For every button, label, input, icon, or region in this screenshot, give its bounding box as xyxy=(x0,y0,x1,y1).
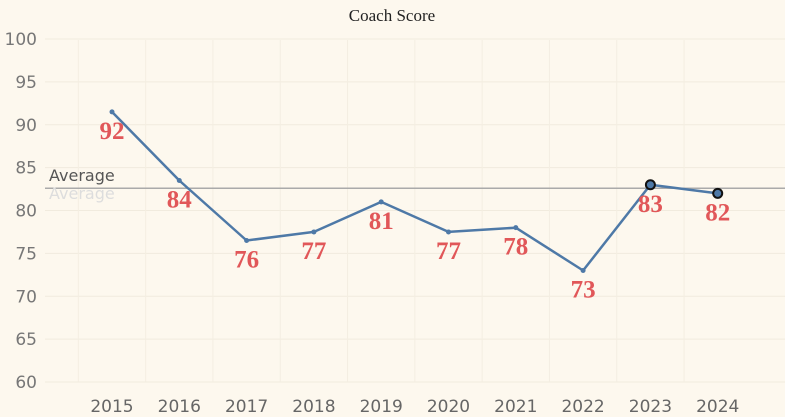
data-label: 77 xyxy=(301,238,326,265)
y-tick-label: 65 xyxy=(15,330,37,350)
data-point xyxy=(109,109,115,115)
y-tick-label: 85 xyxy=(15,159,37,179)
y-axis: 60 65 70 75 80 85 90 95 100 xyxy=(5,30,37,393)
y-tick-label: 70 xyxy=(15,287,37,307)
data-point xyxy=(580,268,586,274)
data-label: 92 xyxy=(100,118,125,145)
data-point xyxy=(712,187,724,199)
x-tick-label: 2019 xyxy=(360,397,403,417)
x-tick-label: 2021 xyxy=(494,397,537,417)
y-tick-label: 75 xyxy=(15,244,37,264)
x-tick-label: 2017 xyxy=(225,397,268,417)
series-line xyxy=(111,111,718,272)
y-tick-label: 90 xyxy=(15,116,37,136)
average-label: Average xyxy=(49,166,115,185)
data-label: 77 xyxy=(436,238,461,265)
y-tick-label: 100 xyxy=(5,30,37,50)
data-label: 81 xyxy=(369,208,394,235)
data-point xyxy=(176,177,182,183)
y-tick-label: 95 xyxy=(15,73,37,93)
average-label-ghost: Average xyxy=(49,184,115,203)
x-axis: 2015 2016 2017 2018 2019 2020 2021 2022 2023 2024 xyxy=(90,397,739,417)
series-layer xyxy=(109,109,724,274)
data-point xyxy=(513,225,519,231)
x-tick-label: 2016 xyxy=(158,397,201,417)
chart-title: Coach Score xyxy=(349,6,435,25)
data-label: 76 xyxy=(234,247,259,274)
data-point xyxy=(378,199,384,205)
data-point xyxy=(644,179,656,191)
x-tick-label: 2018 xyxy=(292,397,335,417)
data-label: 73 xyxy=(571,277,596,304)
data-point xyxy=(244,238,250,244)
data-point xyxy=(311,229,317,235)
data-point xyxy=(446,229,451,235)
data-label: 84 xyxy=(167,186,193,213)
x-tick-label: 2015 xyxy=(90,397,133,417)
x-tick-label: 2023 xyxy=(629,397,672,417)
y-tick-label: 60 xyxy=(15,373,37,393)
x-tick-label: 2024 xyxy=(696,397,739,417)
x-tick-label: 2020 xyxy=(427,397,470,417)
data-label: 78 xyxy=(503,234,528,261)
grid xyxy=(45,38,785,383)
data-label: 83 xyxy=(638,191,663,218)
x-tick-label: 2022 xyxy=(561,397,604,417)
data-labels: 92 84 76 77 81 77 78 73 83 82 xyxy=(100,118,731,304)
y-tick-label: 80 xyxy=(15,202,37,222)
data-label: 82 xyxy=(705,199,730,226)
